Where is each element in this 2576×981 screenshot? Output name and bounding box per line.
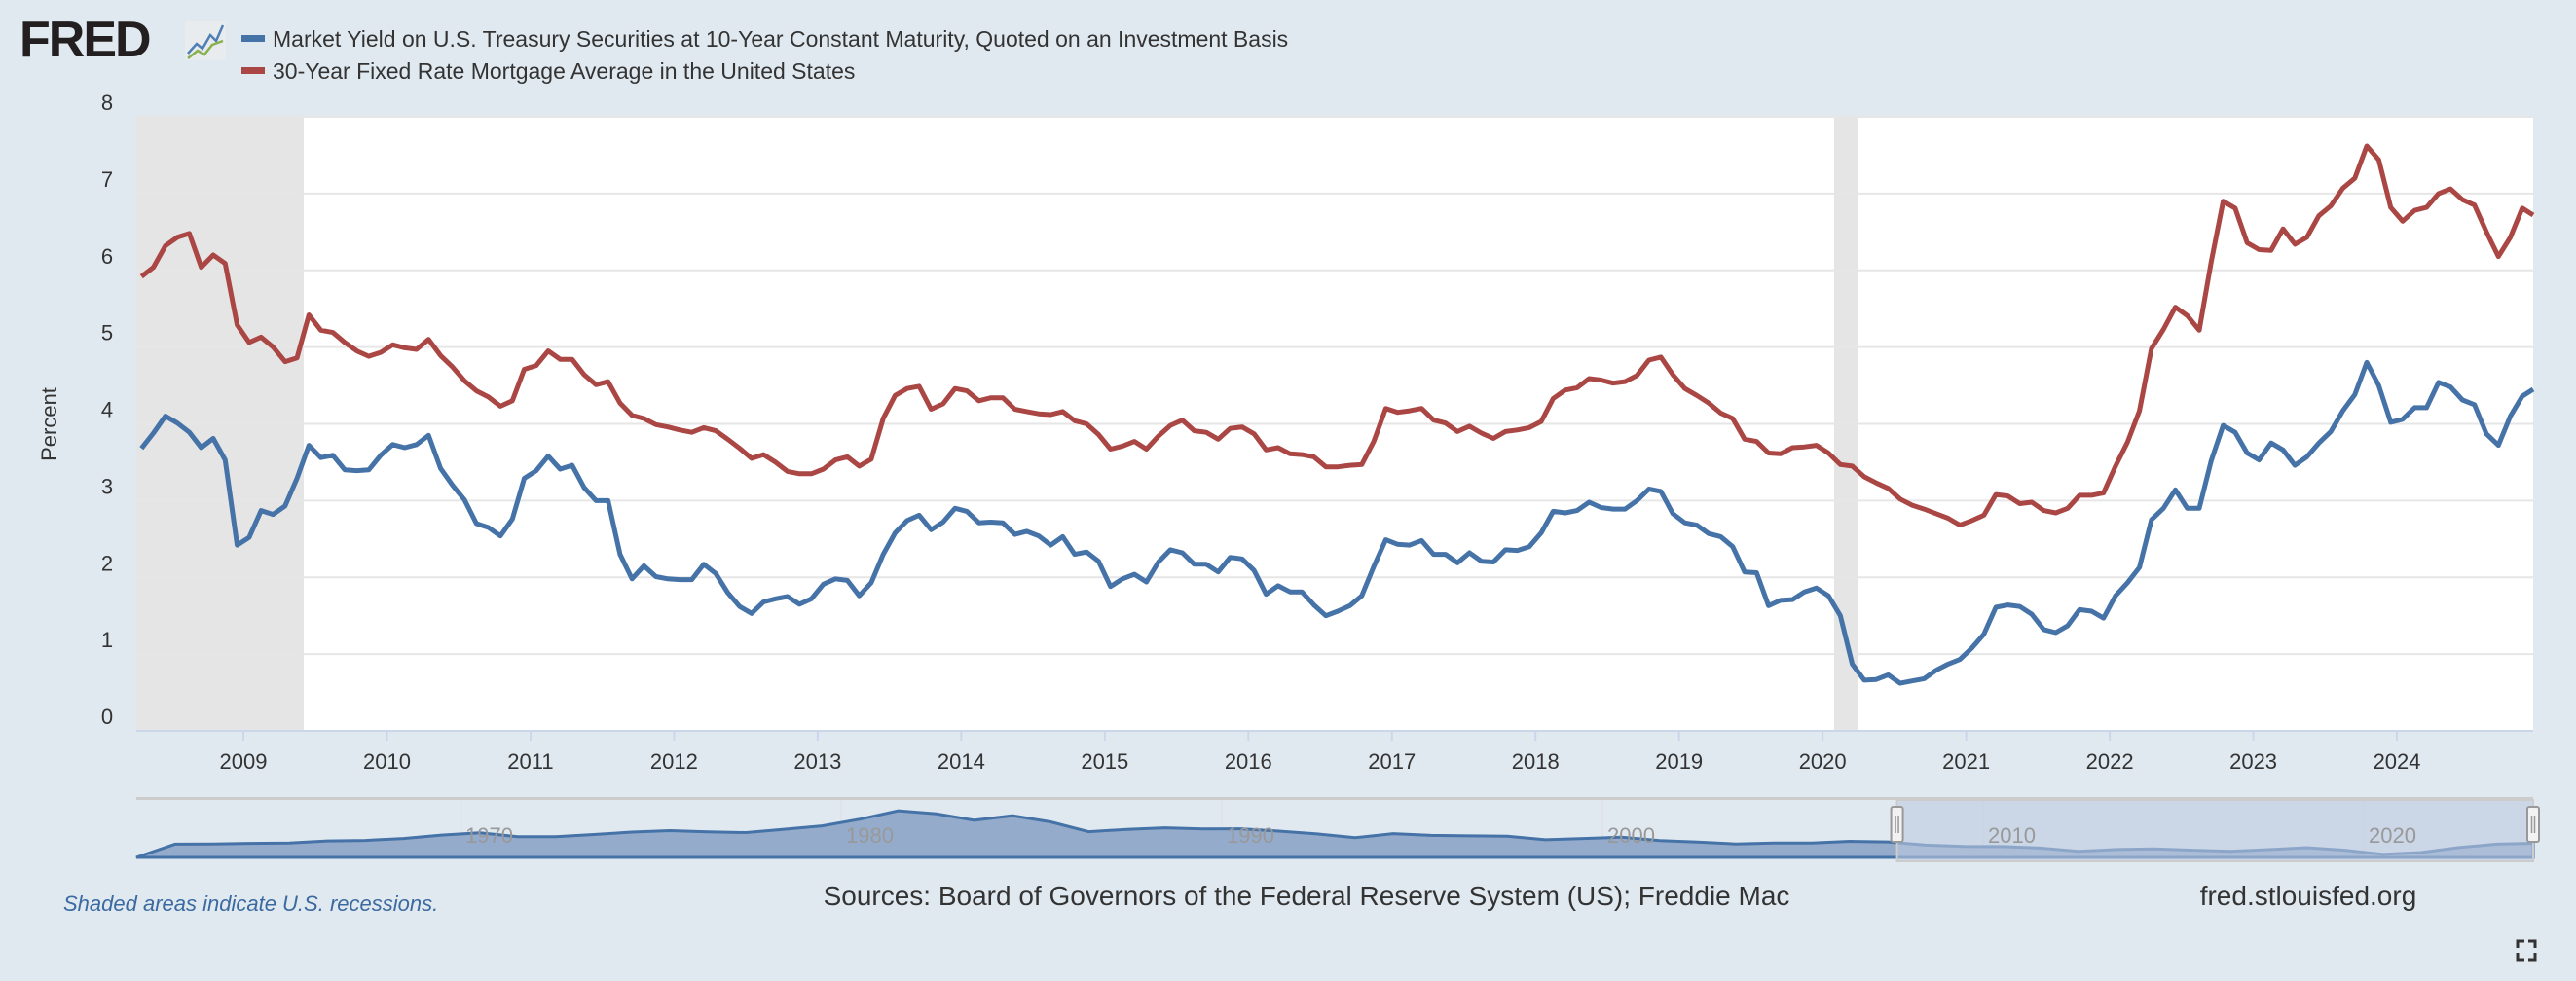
x-tick-label: 2009	[220, 749, 268, 774]
navigator-handle-left[interactable]	[1890, 806, 1904, 843]
x-tick-label: 2020	[1799, 749, 1847, 774]
fullscreen-icon[interactable]	[2512, 936, 2539, 963]
logo-text: FRED	[19, 12, 150, 68]
x-tick-label: 2022	[2086, 749, 2134, 774]
legend-label: 30-Year Fixed Rate Mortgage Average in t…	[273, 58, 855, 84]
y-tick-label: 1	[101, 628, 113, 652]
x-axis-ticks: 2009 2010 2011 2012 2013 2014 2015 2016 2017 2018…	[220, 731, 2421, 774]
legend-swatch-blue	[241, 35, 265, 42]
y-axis-ticks: 0 1 2 3 4 5 6 7 8	[101, 91, 113, 729]
y-axis-label: Percent	[37, 387, 61, 461]
legend-item-treasury-10y[interactable]: Market Yield on U.S. Treasury Securities…	[241, 26, 1288, 52]
recession-note: Shaded areas indicate U.S. recessions.	[63, 891, 438, 916]
fred-logo[interactable]: FRED	[19, 12, 226, 68]
y-tick-label: 7	[101, 167, 113, 192]
series-line-mortgage-30y	[139, 143, 2535, 528]
navigator-top-border	[136, 797, 2533, 800]
navigator-tick-label: 1970	[465, 823, 513, 848]
x-tick-label: 2014	[938, 749, 985, 774]
y-tick-label: 0	[101, 705, 113, 729]
y-tick-label: 2	[101, 551, 113, 575]
sources-text: Sources: Board of Governors of the Feder…	[824, 881, 1790, 911]
x-tick-label: 2023	[2229, 749, 2277, 774]
y-tick-label: 5	[101, 321, 113, 345]
x-tick-label: 2012	[650, 749, 698, 774]
x-tick-label: 2019	[1655, 749, 1703, 774]
navigator-tick-label: 2010	[1988, 823, 2036, 848]
legend: Market Yield on U.S. Treasury Securities…	[241, 26, 1288, 84]
legend-swatch-red	[241, 67, 265, 74]
x-tick-label: 2024	[2374, 749, 2421, 774]
site-link[interactable]: fred.stlouisfed.org	[2200, 881, 2417, 911]
x-tick-label: 2017	[1368, 749, 1416, 774]
x-tick-label: 2016	[1225, 749, 1272, 774]
navigator-tick-label: 1980	[846, 823, 894, 848]
y-tick-label: 8	[101, 91, 113, 115]
navigator-tick-label: 1990	[1227, 823, 1274, 848]
navigator-selected-range	[1895, 799, 2534, 862]
series-lines	[139, 143, 2535, 686]
x-tick-label: 2021	[1942, 749, 1990, 774]
x-tick-label: 2013	[793, 749, 841, 774]
x-tick-label: 2011	[507, 749, 553, 774]
fred-chart-logo-icon	[185, 21, 226, 60]
x-tick-label: 2015	[1081, 749, 1128, 774]
y-tick-label: 4	[101, 398, 113, 422]
x-tick-label: 2018	[1512, 749, 1560, 774]
x-tick-label: 2010	[363, 749, 411, 774]
navigator-tick-label: 2000	[1607, 823, 1655, 848]
navigator-tick-label: 2020	[2369, 823, 2416, 848]
series-line-treasury-10y	[139, 359, 2535, 686]
navigator[interactable]: 1970 1980 1990 2000 2010 2020	[135, 797, 2540, 862]
legend-label: Market Yield on U.S. Treasury Securities…	[273, 26, 1288, 52]
navigator-handle-right[interactable]	[2526, 806, 2540, 843]
y-tick-label: 3	[101, 474, 113, 498]
y-tick-label: 6	[101, 244, 113, 269]
legend-item-mortgage-30y[interactable]: 30-Year Fixed Rate Mortgage Average in t…	[241, 58, 855, 84]
